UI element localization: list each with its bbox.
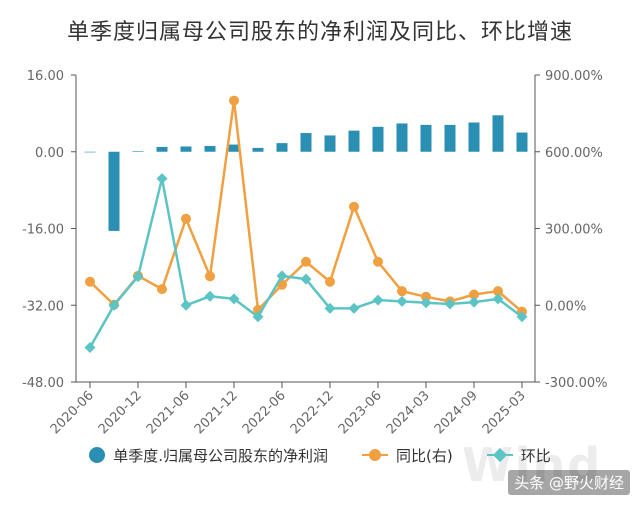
bar: [372, 126, 384, 152]
qoq-point: [204, 290, 216, 302]
bar: [420, 124, 432, 152]
x-tick-label: 2025-03: [480, 388, 529, 437]
qoq-point: [84, 341, 96, 353]
qoq-point: [420, 297, 432, 309]
source-watermark: 头条 @野火财经: [508, 470, 630, 495]
bar: [180, 146, 192, 152]
legend-bar-swatch: [89, 447, 106, 463]
yoy-point: [229, 95, 239, 106]
bar: [516, 132, 528, 152]
yoy-point: [157, 284, 167, 295]
yoy-point: [397, 286, 407, 297]
bar: [108, 151, 120, 231]
bar: [324, 135, 336, 152]
legend-item-qoq[interactable]: 环比: [486, 445, 551, 466]
legend-yoy-swatch: [362, 447, 389, 463]
yoy-point: [421, 291, 431, 302]
yoy-point: [325, 276, 335, 287]
bar: [228, 144, 240, 152]
x-tick-label: 2024-09: [432, 388, 481, 437]
yoy-point: [469, 289, 479, 300]
qoq-point: [516, 311, 528, 323]
left-tick-label: 16.00: [27, 69, 64, 84]
chart-title: 单季度归属母公司股东的净利润及同比、环比增速: [66, 20, 573, 45]
legend-item-yoy[interactable]: 同比(右): [362, 445, 453, 466]
yoy-point: [373, 256, 383, 267]
yoy-point: [205, 271, 215, 282]
bar: [132, 151, 144, 152]
x-tick-label: 2020-12: [96, 388, 145, 437]
bar: [468, 122, 480, 152]
bar: [156, 146, 168, 152]
legend-item-bar[interactable]: 单季度.归属母公司股东的净利润: [89, 445, 328, 466]
x-tick-label: 2021-06: [144, 388, 193, 437]
right-tick-label: 600.00%: [545, 146, 603, 161]
yoy-point: [181, 213, 191, 224]
qoq-point: [276, 270, 288, 282]
bar: [396, 123, 408, 152]
left-tick-label: -48.00: [22, 376, 64, 391]
qoq-point: [108, 299, 120, 311]
qoq-point: [132, 271, 144, 283]
legend: 单季度.归属母公司股东的净利润 同比(右) 环比: [0, 440, 640, 470]
x-tick-label: 2022-12: [288, 388, 337, 437]
left-tick-label: -16.00: [22, 223, 64, 238]
right-tick-label: 0.00%: [545, 299, 586, 314]
bar: [204, 145, 216, 152]
qoq-point: [324, 302, 336, 314]
x-tick-label: 2020-06: [48, 388, 97, 437]
bar: [444, 124, 456, 152]
yoy-point: [349, 201, 359, 212]
right-tick-label: 900.00%: [545, 69, 603, 84]
x-tick-label: 2022-06: [240, 388, 289, 437]
x-tick-label: 2023-06: [336, 388, 385, 437]
yoy-point: [493, 286, 503, 297]
x-tick-label: 2021-12: [192, 388, 241, 437]
qoq-point: [468, 296, 480, 308]
qoq-point: [252, 311, 264, 323]
bar: [300, 133, 312, 152]
yoy-point: [85, 276, 95, 287]
qoq-point: [300, 273, 312, 285]
wind-logo-watermark: Wind: [462, 438, 603, 492]
legend-bar-label: 单季度.归属母公司股东的净利润: [113, 446, 329, 465]
right-tick-label: 300.00%: [545, 223, 603, 238]
qoq-point: [372, 294, 384, 306]
qoq-point: [228, 293, 240, 305]
qoq-point: [444, 298, 456, 310]
qoq-point: [396, 295, 408, 307]
legend-qoq-swatch: [486, 447, 513, 463]
bar: [252, 147, 264, 152]
bar: [84, 151, 96, 153]
x-tick-label: 2024-03: [384, 388, 433, 437]
qoq-point: [492, 293, 504, 305]
qoq-point: [180, 299, 192, 311]
bar: [276, 143, 288, 152]
right-tick-label: -300.00%: [545, 376, 608, 391]
qoq-point: [156, 173, 168, 185]
bar: [492, 115, 504, 152]
legend-yoy-label: 同比(右): [396, 446, 453, 465]
left-tick-label: -32.00: [22, 299, 64, 314]
legend-qoq-label: 环比: [520, 446, 551, 465]
qoq-point: [348, 302, 360, 314]
left-tick-label: 0.00: [35, 146, 64, 161]
bar: [348, 130, 360, 152]
yoy-point: [301, 256, 311, 267]
